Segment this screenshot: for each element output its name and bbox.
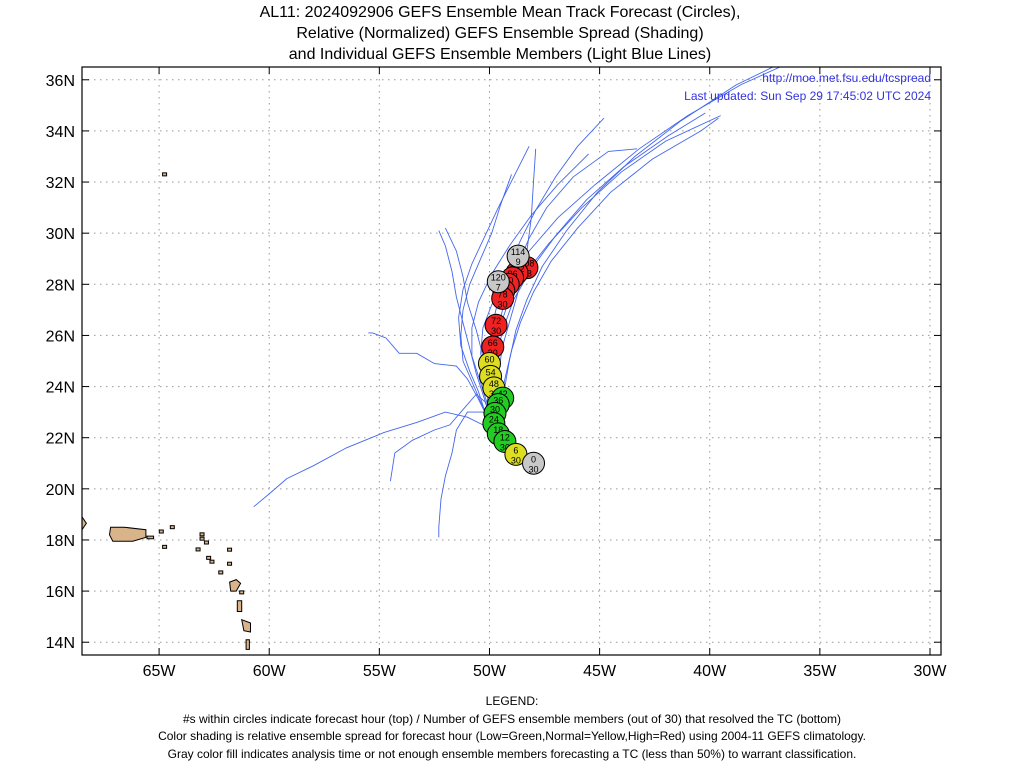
forecast-hour-label: 54 xyxy=(486,367,496,377)
source-url[interactable]: http://moe.met.fsu.edu/tcspread xyxy=(762,71,931,85)
land-dominica xyxy=(236,600,243,612)
island-anguilla xyxy=(199,532,205,537)
forecast-hour-label: 18 xyxy=(493,425,503,435)
island-virgin-gorda xyxy=(169,525,175,530)
y-tick-label: 34N xyxy=(46,124,75,141)
island-bermuda xyxy=(162,172,168,177)
y-tick-label: 22N xyxy=(46,431,75,448)
x-tick-label: 55W xyxy=(363,663,397,680)
y-tick-label: 16N xyxy=(46,584,75,601)
x-tick-label: 50W xyxy=(473,663,507,680)
member-count-label: 9 xyxy=(516,257,521,267)
legend: LEGEND: #s within circles indicate forec… xyxy=(0,693,1024,763)
island-st-martin xyxy=(199,536,205,541)
island-barbuda xyxy=(227,547,233,552)
forecast-hour-label: 0 xyxy=(531,454,536,464)
forecast-hour-label: 78 xyxy=(498,289,508,299)
mean-track-circle: 030 xyxy=(522,451,546,475)
y-tick-label: 36N xyxy=(46,73,75,90)
land-guadeloupe xyxy=(229,579,242,592)
circle-fill xyxy=(522,451,546,475)
island-st-kitts xyxy=(206,555,212,560)
forecast-hour-label: 48 xyxy=(489,379,499,389)
island-st-thomas xyxy=(158,529,164,534)
forecast-hour-label: 72 xyxy=(491,316,501,326)
x-tick-label: 35W xyxy=(803,663,837,680)
forecast-hour-label: 120 xyxy=(491,273,506,283)
y-tick-label: 28N xyxy=(46,277,75,294)
member-count-label: 30 xyxy=(500,443,510,453)
land-puerto-rico xyxy=(108,526,147,542)
island-st-croix xyxy=(162,544,168,549)
legend-line-2: Color shading is relative ensemble sprea… xyxy=(158,729,866,743)
island-antigua xyxy=(227,561,233,566)
land-layer xyxy=(82,172,251,650)
axes: 65W 60W 55W 50W 45W 40W 35W 30W 14N 16N 18N 20N 22N 2… xyxy=(46,67,948,680)
member-count-label: 30 xyxy=(511,455,521,465)
legend-line-1: #s within circles indicate forecast hour… xyxy=(182,711,842,726)
x-tick-label: 30W xyxy=(914,663,948,680)
member-count-label: 7 xyxy=(496,283,501,293)
forecast-hour-label: 30 xyxy=(490,404,500,414)
title-line-1: AL11: 2024092906 GEFS Ensemble Mean Trac… xyxy=(259,4,741,21)
title-line-2: Relative (Normalized) GEFS Ensemble Spre… xyxy=(296,25,704,42)
y-tick-label: 26N xyxy=(46,328,75,345)
x-tick-label: 65W xyxy=(143,663,177,680)
last-updated: Last updated: Sun Sep 29 17:45:02 UTC 20… xyxy=(684,89,931,103)
y-tick-label: 20N xyxy=(46,482,75,499)
land-st-lucia xyxy=(245,639,250,650)
member-count-label: 30 xyxy=(529,464,539,474)
land-vieques xyxy=(146,535,155,540)
source-info: http://moe.met.fsu.edu/tcspread Last upd… xyxy=(684,69,931,105)
forecast-hour-label: 108 xyxy=(519,259,534,269)
circle-fill xyxy=(486,270,510,294)
circle-fill xyxy=(506,244,530,268)
forecast-hour-label: 60 xyxy=(484,355,494,365)
island-marie-galante xyxy=(239,590,245,595)
forecast-hour-label: 24 xyxy=(489,415,499,425)
island-st-barths xyxy=(203,540,209,545)
legend-heading: LEGEND: xyxy=(485,694,539,708)
map-background xyxy=(82,67,941,655)
forecast-hour-label: 114 xyxy=(511,247,525,257)
chart-title: AL11: 2024092906 GEFS Ensemble Mean Trac… xyxy=(180,2,820,65)
island-nevis xyxy=(209,559,215,564)
member-count-label: 30 xyxy=(491,326,501,336)
forecast-hour-label: 12 xyxy=(500,433,510,443)
island-montserrat xyxy=(218,570,224,575)
y-tick-label: 14N xyxy=(46,635,75,652)
y-tick-label: 18N xyxy=(46,533,75,550)
y-tick-label: 32N xyxy=(46,175,75,192)
y-tick-label: 24N xyxy=(46,380,75,397)
y-tick-label: 30N xyxy=(46,226,75,243)
forecast-hour-label: 36 xyxy=(493,395,503,405)
member-count-label: 30 xyxy=(498,299,508,309)
legend-line-3: Gray color fill indicates analysis time … xyxy=(167,746,857,761)
x-tick-label: 45W xyxy=(583,663,617,680)
land-hispaniola-east-tip- xyxy=(82,516,88,531)
forecast-hour-label: 66 xyxy=(488,338,498,348)
x-tick-label: 40W xyxy=(693,663,727,680)
map-frame xyxy=(81,66,942,656)
land-martinique xyxy=(241,618,251,633)
title-line-3: and Individual GEFS Ensemble Members (Li… xyxy=(288,46,712,63)
x-tick-label: 60W xyxy=(253,663,287,680)
forecast-hour-label: 6 xyxy=(513,445,518,455)
island-saba xyxy=(195,547,201,552)
ensemble-mean-track: 1081310213963090308430783072306630603054… xyxy=(477,244,546,475)
